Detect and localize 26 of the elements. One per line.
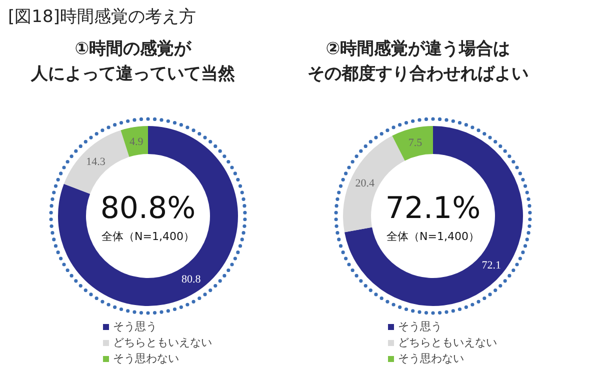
legend-label: そう思わない: [398, 352, 464, 365]
legend-label: そう思う: [113, 320, 157, 333]
text: 72.1%: [385, 191, 481, 226]
chart-title: ②時間感覚が違う場合は: [326, 39, 510, 59]
text: [図18]時間感覚の考え方: [8, 7, 196, 27]
data-label: 80.8: [181, 274, 202, 286]
text: 80.8%: [100, 191, 196, 226]
donut-slice: [392, 126, 433, 161]
data-label: 20.4: [355, 177, 375, 190]
text: 全体（N=1,400）: [386, 230, 480, 243]
text: 全体（N=1,400）: [102, 230, 194, 243]
chart-subtitle: その都度すり合わせればよい: [308, 64, 528, 84]
data-label: 7.5: [408, 137, 423, 150]
donut-slice: [58, 126, 238, 306]
legend-label: そう思わない: [113, 352, 179, 365]
chart-subtitle: 人によって違っていて当然: [30, 64, 236, 84]
legend-label: どちらともいえない: [113, 336, 212, 349]
data-label: 14.3: [86, 156, 106, 168]
legend-label: そう思う: [398, 320, 442, 333]
chart-title: ①時間の感覚が: [74, 39, 192, 59]
donut-slice: [64, 130, 130, 194]
donut-slice: [344, 126, 523, 306]
data-label: 72.1: [482, 260, 502, 272]
legend-label: どちらともいえない: [398, 336, 497, 349]
data-label: 4.9: [129, 136, 144, 148]
donut-slice: [120, 126, 148, 157]
